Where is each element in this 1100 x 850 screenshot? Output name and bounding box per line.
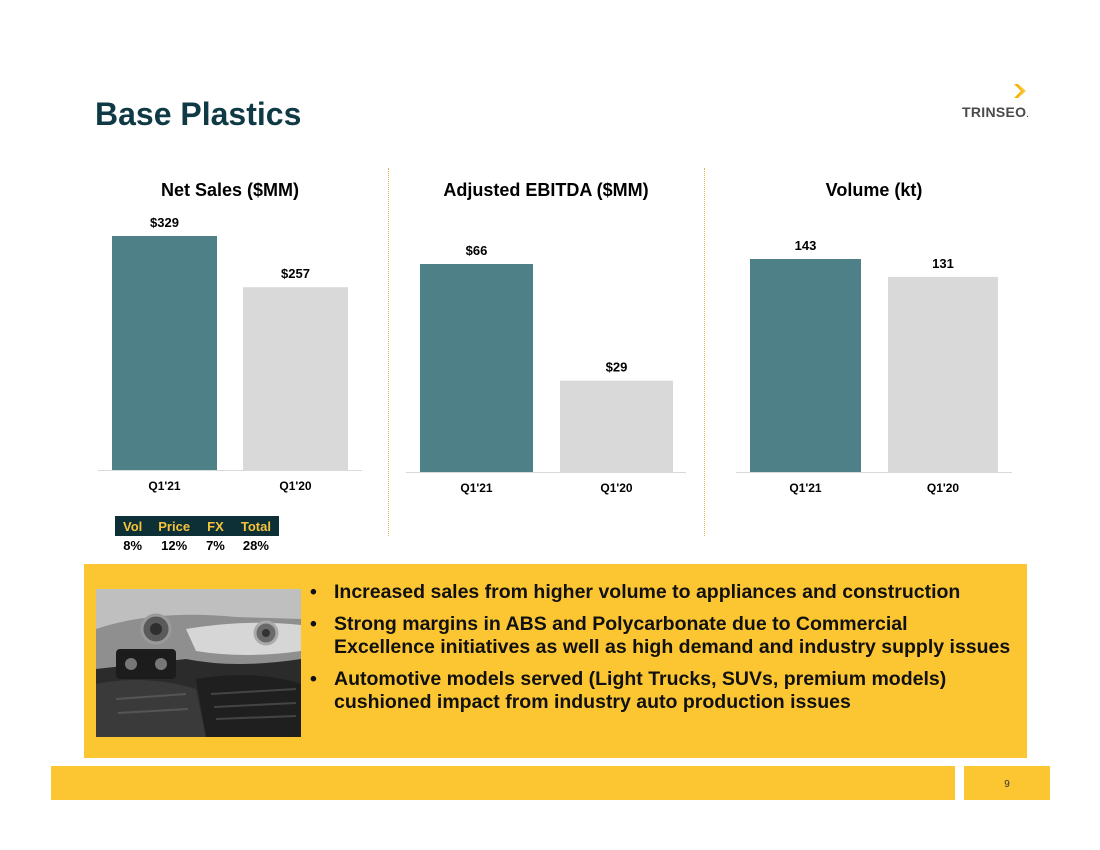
chart-title: Net Sales ($MM) <box>160 180 300 200</box>
net-sales-chart: Net Sales ($MM) $329 Q1'21 $257 Q1'20 <box>98 170 362 510</box>
sales-bridge-header-row: Vol Price FX Total <box>115 516 279 536</box>
table-cell: 7% <box>206 538 225 553</box>
page-number-box: 9 <box>964 766 1050 800</box>
bar <box>560 380 673 472</box>
logo-text: TRINSEO. <box>962 104 1029 120</box>
chart-divider <box>388 168 389 536</box>
adjusted-ebitda-chart: Adjusted EBITDA ($MM) $66 Q1'21 $29 Q1'20 <box>406 170 686 510</box>
bar <box>888 276 998 472</box>
volume-chart: Volume (kt) 143 Q1'21 131 Q1'20 <box>736 170 1012 510</box>
data-label: $66 <box>466 243 488 258</box>
page-number: 9 <box>1004 779 1010 790</box>
table-header-cell: FX <box>198 516 233 536</box>
footer-bar <box>51 766 955 800</box>
sales-bridge-table: Vol Price FX Total 8% 12% 7% 28% <box>115 516 279 555</box>
chart-title: Adjusted EBITDA ($MM) <box>443 180 649 200</box>
table-header-cell: Total <box>232 516 279 536</box>
data-label: 131 <box>932 256 954 271</box>
table-cell: 8% <box>123 538 143 553</box>
table-cell: 12% <box>161 538 188 553</box>
car-interior-photo <box>96 589 301 737</box>
volume-plot: 143 Q1'21 131 Q1'20 <box>736 238 1012 495</box>
list-item: Increased sales from higher volume to ap… <box>308 581 1013 605</box>
trinseo-logo: TRINSEO. <box>962 84 1034 122</box>
table-header-cell: Price <box>150 516 199 536</box>
table-header-cell: Vol <box>115 516 151 536</box>
data-label: $257 <box>281 266 310 281</box>
chart-title: Volume (kt) <box>825 180 923 200</box>
data-label: $329 <box>150 215 179 230</box>
bar <box>750 259 861 472</box>
data-label: 143 <box>795 238 817 253</box>
list-item: Automotive models served (Light Trucks, … <box>308 668 1013 715</box>
bar <box>243 287 348 470</box>
bar <box>420 264 533 472</box>
x-tick-label: Q1'21 <box>789 481 822 495</box>
data-label: $29 <box>606 360 628 375</box>
highlights-list: Increased sales from higher volume to ap… <box>308 581 1013 723</box>
bar <box>112 236 217 470</box>
logo-chevron-icon <box>1014 84 1026 98</box>
x-tick-label: Q1'21 <box>460 481 493 495</box>
sales-bridge-value-row: 8% 12% 7% 28% <box>115 536 279 555</box>
highlights-panel: Increased sales from higher volume to ap… <box>84 564 1027 758</box>
adjusted-ebitda-plot: $66 Q1'21 $29 Q1'20 <box>406 243 686 495</box>
x-tick-label: Q1'20 <box>600 481 633 495</box>
x-tick-label: Q1'20 <box>279 479 312 493</box>
x-tick-label: Q1'20 <box>927 481 960 495</box>
table-cell: 28% <box>242 538 269 553</box>
net-sales-plot: $329 Q1'21 $257 Q1'20 <box>98 215 362 493</box>
x-tick-label: Q1'21 <box>148 479 181 493</box>
list-item: Strong margins in ABS and Polycarbonate … <box>308 613 1013 660</box>
chart-divider <box>704 168 705 536</box>
page-title: Base Plastics <box>95 96 302 132</box>
